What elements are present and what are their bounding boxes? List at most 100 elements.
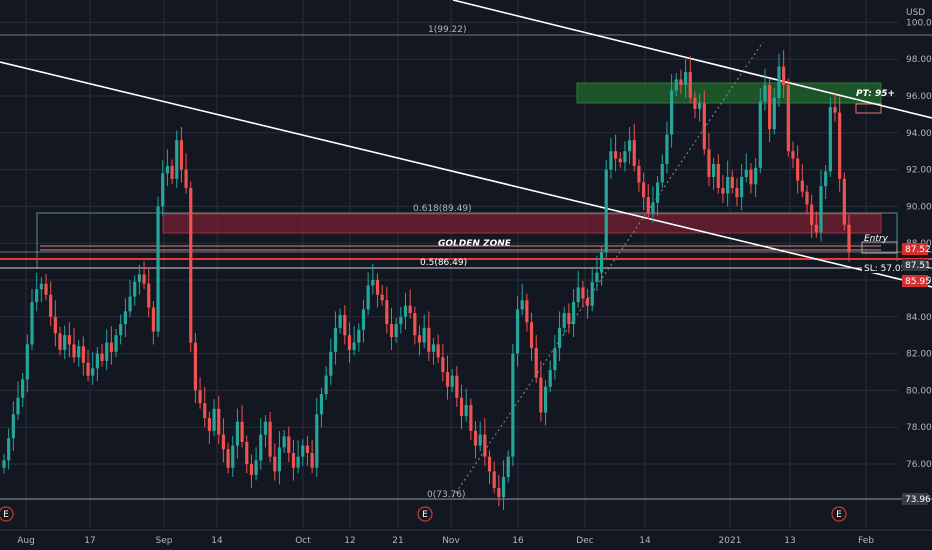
candle-body[interactable]	[431, 344, 436, 352]
candle-body[interactable]	[403, 305, 408, 317]
candle-body[interactable]	[669, 90, 674, 135]
candle-body[interactable]	[287, 436, 291, 453]
candle-body[interactable]	[740, 176, 744, 198]
candle-body[interactable]	[175, 140, 179, 179]
candle-body[interactable]	[67, 335, 71, 345]
candle-body[interactable]	[165, 165, 169, 174]
candle-body[interactable]	[109, 342, 113, 352]
candle-body[interactable]	[557, 327, 562, 349]
candle-body[interactable]	[646, 197, 650, 214]
candle-body[interactable]	[712, 164, 716, 177]
candle-body[interactable]	[11, 414, 15, 439]
candle-body[interactable]	[179, 140, 184, 170]
candle-body[interactable]	[450, 375, 454, 387]
candle-body[interactable]	[436, 344, 440, 358]
candle-body[interactable]	[637, 165, 641, 183]
candle-body[interactable]	[571, 302, 576, 325]
candle-body[interactable]	[189, 188, 193, 343]
candle-body[interactable]	[58, 333, 62, 350]
earnings-marker[interactable]: E	[417, 506, 433, 522]
candle-body[interactable]	[114, 335, 118, 352]
entry-box[interactable]	[861, 241, 898, 254]
candle-body[interactable]	[53, 316, 57, 334]
candle-body[interactable]	[394, 324, 398, 338]
candle-body[interactable]	[576, 287, 580, 303]
candle-body[interactable]	[585, 298, 590, 306]
candle-body[interactable]	[235, 421, 240, 446]
candle-body[interactable]	[399, 316, 403, 325]
candle-body[interactable]	[814, 224, 818, 233]
candle-body[interactable]	[249, 464, 254, 476]
candle-body[interactable]	[674, 79, 678, 91]
candle-body[interactable]	[548, 370, 552, 387]
candle-body[interactable]	[35, 289, 39, 303]
candle-body[interactable]	[39, 283, 43, 290]
candle-body[interactable]	[782, 66, 786, 85]
candle-body[interactable]	[599, 252, 604, 273]
candle-body[interactable]	[156, 206, 160, 332]
earnings-marker[interactable]: E	[831, 506, 847, 522]
candle-body[interactable]	[133, 281, 137, 297]
candle-body[interactable]	[641, 182, 646, 198]
candle-body[interactable]	[609, 151, 613, 170]
candle-body[interactable]	[95, 353, 99, 369]
candle-body[interactable]	[25, 344, 29, 380]
candle-body[interactable]	[296, 456, 300, 468]
candle-body[interactable]	[207, 418, 212, 431]
candle-body[interactable]	[63, 335, 67, 350]
candle-body[interactable]	[380, 294, 384, 301]
candle-body[interactable]	[319, 394, 324, 415]
candle-body[interactable]	[445, 372, 450, 387]
candle-body[interactable]	[515, 309, 520, 354]
candle-body[interactable]	[786, 84, 790, 152]
candle-body[interactable]	[123, 311, 127, 325]
candle-body[interactable]	[137, 274, 141, 282]
candle-body[interactable]	[506, 456, 510, 477]
candle-body[interactable]	[427, 327, 431, 352]
candle-body[interactable]	[590, 281, 594, 306]
candle-body[interactable]	[385, 300, 389, 325]
golden-zone[interactable]	[162, 213, 882, 234]
candle-body[interactable]	[455, 375, 459, 398]
candle-body[interactable]	[277, 447, 282, 472]
candle-body[interactable]	[263, 421, 268, 435]
candle-body[interactable]	[744, 169, 748, 177]
candle-body[interactable]	[567, 313, 571, 325]
candle-body[interactable]	[72, 344, 76, 358]
candle-body[interactable]	[371, 280, 375, 286]
candle-body[interactable]	[716, 164, 720, 188]
candle-body[interactable]	[529, 322, 534, 349]
candle-body[interactable]	[217, 408, 221, 435]
candle-body[interactable]	[254, 460, 258, 476]
candle-body[interactable]	[142, 274, 146, 284]
candle-body[interactable]	[478, 434, 482, 446]
candle-body[interactable]	[730, 176, 734, 188]
candle-body[interactable]	[357, 329, 361, 343]
candles[interactable]	[2, 50, 851, 510]
candle-body[interactable]	[791, 151, 795, 159]
candle-body[interactable]	[221, 434, 226, 450]
candle-body[interactable]	[754, 167, 758, 185]
candle-body[interactable]	[749, 169, 753, 185]
candle-body[interactable]	[838, 112, 842, 179]
candle-body[interactable]	[338, 314, 342, 328]
candle-body[interactable]	[147, 283, 151, 308]
candle-body[interactable]	[324, 375, 328, 395]
candle-body[interactable]	[352, 342, 356, 350]
candle-body[interactable]	[329, 351, 333, 376]
candle-body[interactable]	[796, 158, 800, 181]
candle-body[interactable]	[777, 66, 781, 98]
candle-body[interactable]	[497, 487, 501, 498]
candle-body[interactable]	[184, 169, 188, 188]
candle-body[interactable]	[543, 386, 548, 413]
candle-body[interactable]	[684, 72, 688, 85]
candle-body[interactable]	[30, 302, 34, 345]
candle-body[interactable]	[161, 173, 165, 207]
candle-body[interactable]	[525, 300, 529, 323]
candle-body[interactable]	[520, 300, 524, 310]
target-zone[interactable]	[576, 82, 882, 104]
candle-body[interactable]	[688, 72, 692, 98]
candle-body[interactable]	[245, 441, 249, 464]
candle-body[interactable]	[422, 327, 426, 343]
